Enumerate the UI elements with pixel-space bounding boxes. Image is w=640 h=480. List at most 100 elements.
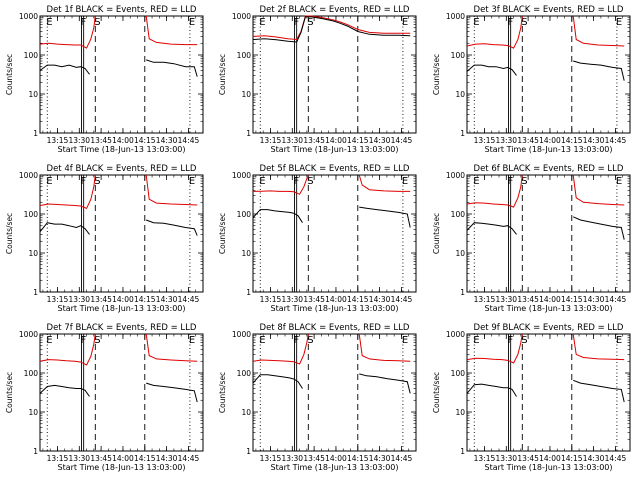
events-series-line: [359, 373, 411, 394]
plot-frame: [252, 15, 417, 134]
y-tick-label: 100: [237, 369, 252, 378]
y-tick-label: 100: [24, 369, 39, 378]
y-axis-label: Counts/sec: [432, 213, 441, 254]
panel-title: Det 6f BLACK = Events, RED = LLD: [474, 164, 624, 174]
x-tick-label: 13:45: [303, 136, 325, 145]
y-tick-label: 10: [455, 90, 465, 99]
detector-panel: Det 5f BLACK = Events, RED = LLD 1 10 100 10…: [218, 164, 417, 313]
y-axis-label: Counts/sec: [5, 54, 14, 95]
y-tick-label: 100: [24, 51, 39, 60]
x-tick-label: 13:30: [495, 136, 517, 145]
x-axis-label: Start Time (18-Jun-13 13:03:00): [485, 304, 613, 313]
x-tick-label: 13:30: [68, 136, 90, 145]
x-tick-label: 14:00: [112, 295, 134, 304]
time-marker-label: E: [46, 335, 52, 346]
y-tick-label: 1: [246, 288, 251, 297]
x-tick-label: 14:30: [369, 295, 391, 304]
lld-series-line: [572, 174, 625, 206]
x-tick-label: 14:15: [347, 454, 369, 463]
x-axis-label: Start Time (18-Jun-13 13:03:00): [58, 463, 186, 472]
y-tick-label: 1000: [232, 12, 251, 21]
time-marker-label: E: [189, 176, 195, 187]
y-tick-label: 10: [241, 408, 251, 417]
events-series-line: [572, 216, 625, 240]
lld-series-line: [466, 174, 523, 208]
events-series-line: [359, 206, 411, 228]
lld-series-line: [252, 15, 411, 41]
x-axis-label: Start Time (18-Jun-13 13:03:00): [58, 304, 186, 313]
lld-series-line: [358, 333, 411, 362]
x-tick-label: 13:30: [68, 295, 90, 304]
detector-panel: Det 4f BLACK = Events, RED = LLD 1 10 100 10…: [5, 164, 204, 313]
lld-series-line: [466, 333, 523, 364]
x-tick-label: 13:45: [90, 136, 112, 145]
panel-title: Det 1f BLACK = Events, RED = LLD: [47, 5, 197, 15]
x-tick-label: 13:15: [47, 454, 69, 463]
y-tick-label: 1000: [19, 171, 38, 180]
x-tick-label: 14:30: [583, 136, 605, 145]
y-tick-label: 1: [460, 447, 465, 456]
x-tick-label: 14:15: [347, 295, 369, 304]
time-marker-label: E: [402, 335, 408, 346]
lld-series-line: [466, 15, 523, 49]
x-tick-label: 14:45: [178, 136, 200, 145]
x-tick-label: 13:15: [260, 136, 282, 145]
y-tick-label: 10: [28, 90, 38, 99]
y-tick-label: 1: [460, 288, 465, 297]
x-axis-label: Start Time (18-Jun-13 13:03:00): [485, 463, 613, 472]
lld-series-line: [252, 333, 309, 365]
x-tick-label: 14:00: [325, 454, 347, 463]
x-tick-label: 13:30: [281, 454, 303, 463]
detector-panel: Det 3f BLACK = Events, RED = LLD 1 10 100 10…: [432, 5, 631, 154]
lld-series-line: [145, 333, 198, 362]
events-series-line: [466, 383, 517, 397]
time-marker-label: S: [521, 17, 527, 28]
lld-series-line: [572, 333, 625, 361]
panel-title: Det 2f BLACK = Events, RED = LLD: [260, 5, 410, 15]
x-tick-label: 14:00: [112, 136, 134, 145]
plot-frame: [252, 333, 417, 452]
time-marker-label: S: [94, 17, 100, 28]
x-axis-label: Start Time (18-Jun-13 13:03:00): [271, 463, 399, 472]
x-tick-label: 13:15: [474, 136, 496, 145]
x-tick-label: 14:15: [347, 136, 369, 145]
time-marker-label: E: [473, 176, 479, 187]
lld-series-line: [39, 15, 96, 49]
time-marker-label: E: [189, 335, 195, 346]
y-tick-label: 1000: [446, 171, 465, 180]
detector-panel: Det 6f BLACK = Events, RED = LLD 1 10 100 10…: [432, 164, 631, 313]
lld-series-line: [252, 174, 309, 195]
y-tick-label: 1000: [232, 171, 251, 180]
x-tick-label: 13:30: [495, 454, 517, 463]
time-marker-label: S: [521, 335, 527, 346]
y-tick-label: 100: [24, 210, 39, 219]
time-marker-label: E: [473, 335, 479, 346]
time-marker-label: E: [46, 176, 52, 187]
lld-series-line: [358, 174, 411, 192]
x-tick-label: 13:45: [303, 454, 325, 463]
y-tick-label: 10: [28, 408, 38, 417]
time-marker-label: E: [402, 17, 408, 28]
detector-panel: Det 7f BLACK = Events, RED = LLD 1 10 100 10…: [5, 323, 204, 472]
y-tick-label: 1000: [446, 330, 465, 339]
plot-frame: [466, 174, 631, 293]
x-tick-label: 14:30: [156, 295, 178, 304]
x-tick-label: 14:00: [112, 454, 134, 463]
x-tick-label: 14:45: [605, 136, 627, 145]
y-tick-label: 100: [451, 210, 466, 219]
y-tick-label: 1000: [19, 12, 38, 21]
x-tick-label: 14:45: [178, 295, 200, 304]
y-axis-label: Counts/sec: [5, 213, 14, 254]
time-marker-label: S: [307, 335, 313, 346]
events-series-line: [39, 384, 90, 397]
x-tick-label: 14:15: [561, 136, 583, 145]
time-marker-label: S: [94, 176, 100, 187]
time-marker-label: E: [189, 17, 195, 28]
x-tick-label: 14:45: [178, 454, 200, 463]
time-marker-label: E: [473, 17, 479, 28]
panel-title: Det 3f BLACK = Events, RED = LLD: [474, 5, 624, 15]
events-series-line: [146, 59, 198, 77]
plot-frame: [466, 15, 631, 134]
panel-title: Det 4f BLACK = Events, RED = LLD: [47, 164, 197, 174]
x-tick-label: 13:45: [517, 136, 539, 145]
